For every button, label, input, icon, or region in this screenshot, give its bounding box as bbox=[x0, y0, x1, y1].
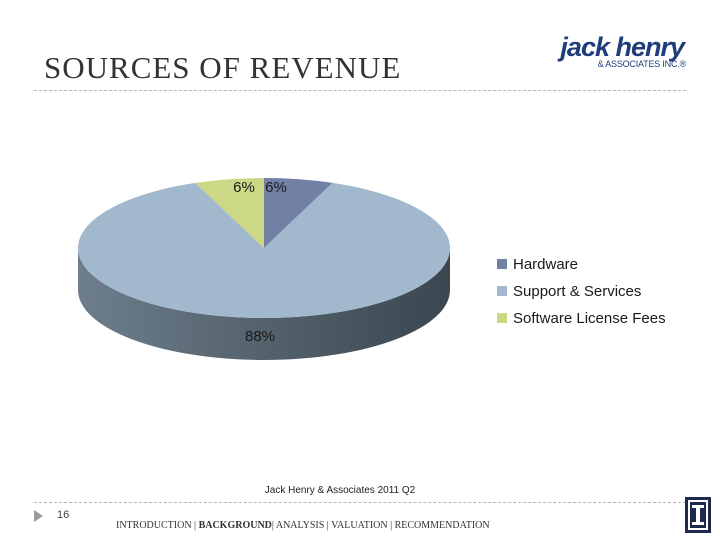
university-logo-icon bbox=[685, 497, 711, 533]
footer-divider bbox=[34, 502, 686, 503]
nav-arrow-icon[interactable] bbox=[34, 510, 43, 522]
page-number: 16 bbox=[57, 509, 70, 521]
chart-caption: Jack Henry & Associates 2011 Q2 bbox=[264, 485, 416, 496]
breadcrumb-item[interactable]: | ANALYSIS | VALUATION | RECOMMENDATION bbox=[271, 520, 490, 531]
company-logo: jack henry & ASSOCIATES INC.® bbox=[536, 32, 686, 72]
legend-swatch bbox=[497, 259, 507, 269]
chart-legend: Hardware Support & Services Software Licen… bbox=[497, 256, 666, 327]
pie-side-wall bbox=[78, 248, 450, 360]
data-label: 88% bbox=[245, 328, 275, 345]
data-label: 6% bbox=[265, 179, 287, 196]
pie-slice-support-services bbox=[78, 182, 450, 319]
legend-label: Software License Fees bbox=[513, 310, 666, 327]
legend-swatch bbox=[497, 313, 507, 323]
legend-swatch bbox=[497, 286, 507, 296]
logo-subtitle: & ASSOCIATES INC.® bbox=[597, 59, 687, 69]
legend-label: Support & Services bbox=[513, 283, 641, 300]
title-divider bbox=[34, 90, 686, 91]
pie-slice-hardware bbox=[264, 178, 333, 248]
pie-group: 6% 88% 6% bbox=[78, 178, 450, 360]
breadcrumb-item-current[interactable]: BACKGROUND bbox=[198, 520, 272, 531]
legend-label: Hardware bbox=[513, 256, 578, 273]
logo-wordmark: jack henry bbox=[560, 32, 685, 62]
pie-slice-software-license-fees bbox=[195, 178, 264, 248]
breadcrumb: INTRODUCTION | BACKGROUND| ANALYSIS | VA… bbox=[116, 520, 490, 531]
breadcrumb-item[interactable]: INTRODUCTION | bbox=[116, 520, 197, 531]
slide-title: SOURCES OF REVENUE bbox=[44, 50, 402, 85]
data-label: 6% bbox=[233, 179, 255, 196]
